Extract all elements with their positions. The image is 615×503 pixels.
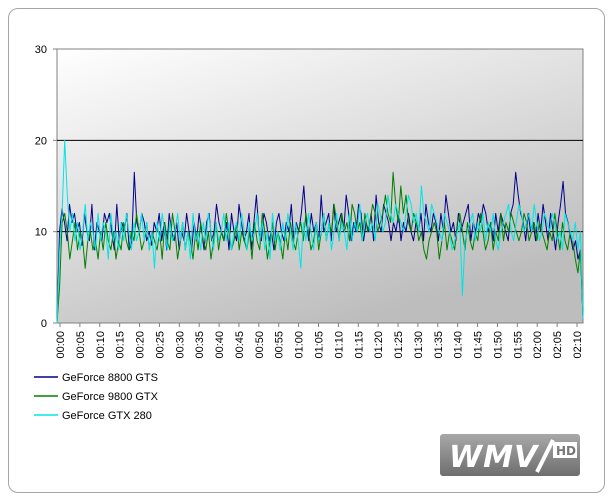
x-tick-label: 00:10 [95,331,107,359]
x-tick-label: 01:10 [333,331,345,359]
legend-label: GeForce 8800 GTS [62,372,158,384]
x-tick-label: 01:25 [393,331,405,359]
x-tick-label: 00:35 [194,331,206,359]
wmv-hd-logo: WMV HD [440,434,580,476]
x-tick-label: 00:05 [75,331,87,359]
series-lines [56,139,584,324]
legend-label: GeForce GTX 280 [62,410,152,422]
y-axis: 0 10 20 30 [35,44,57,330]
x-tick-label: 02:00 [532,331,544,359]
x-tick-label: 00:20 [135,331,147,359]
logo-text: WMV [449,440,540,475]
y-tick-label: 10 [35,227,47,239]
x-tick-label: 00:00 [55,331,67,359]
logo-suffix: HD [556,444,576,458]
y-tick-label: 30 [35,44,47,56]
x-tick-label: 01:05 [314,331,326,359]
x-tick-label: 00:40 [214,331,226,359]
x-tick-label: 00:55 [274,331,286,359]
y-tick-label: 20 [35,135,47,147]
x-tick-label: 01:35 [433,331,445,359]
x-tick-label: 01:15 [353,331,365,359]
x-tick-label: 02:10 [572,331,584,359]
series-line [56,139,584,324]
x-axis: 00:00 00:05 00:10 00:15 00:20 00:25 00:30 00:35… [55,323,584,359]
x-tick-label: 00:25 [154,331,166,359]
x-tick-label: 00:45 [234,331,246,359]
x-tick-label: 01:40 [453,331,465,359]
x-tick-label: 01:45 [473,331,485,359]
series-line [56,171,584,324]
y-tick-label: 0 [41,318,47,330]
x-tick-label: 01:30 [413,331,425,359]
x-tick-label: 01:50 [492,331,504,359]
x-tick-label: 00:30 [174,331,186,359]
x-tick-label: 00:50 [254,331,266,359]
plot-area [56,48,584,324]
x-tick-label: 01:00 [294,331,306,359]
x-tick-label: 00:15 [115,331,127,359]
x-tick-label: 01:55 [512,331,524,359]
x-tick-label: 02:05 [552,331,564,359]
x-tick-label: 01:20 [373,331,385,359]
legend-label: GeForce 9800 GTX [62,391,159,403]
legend: GeForce 8800 GTS GeForce 9800 GTX GeForce … [34,372,159,422]
